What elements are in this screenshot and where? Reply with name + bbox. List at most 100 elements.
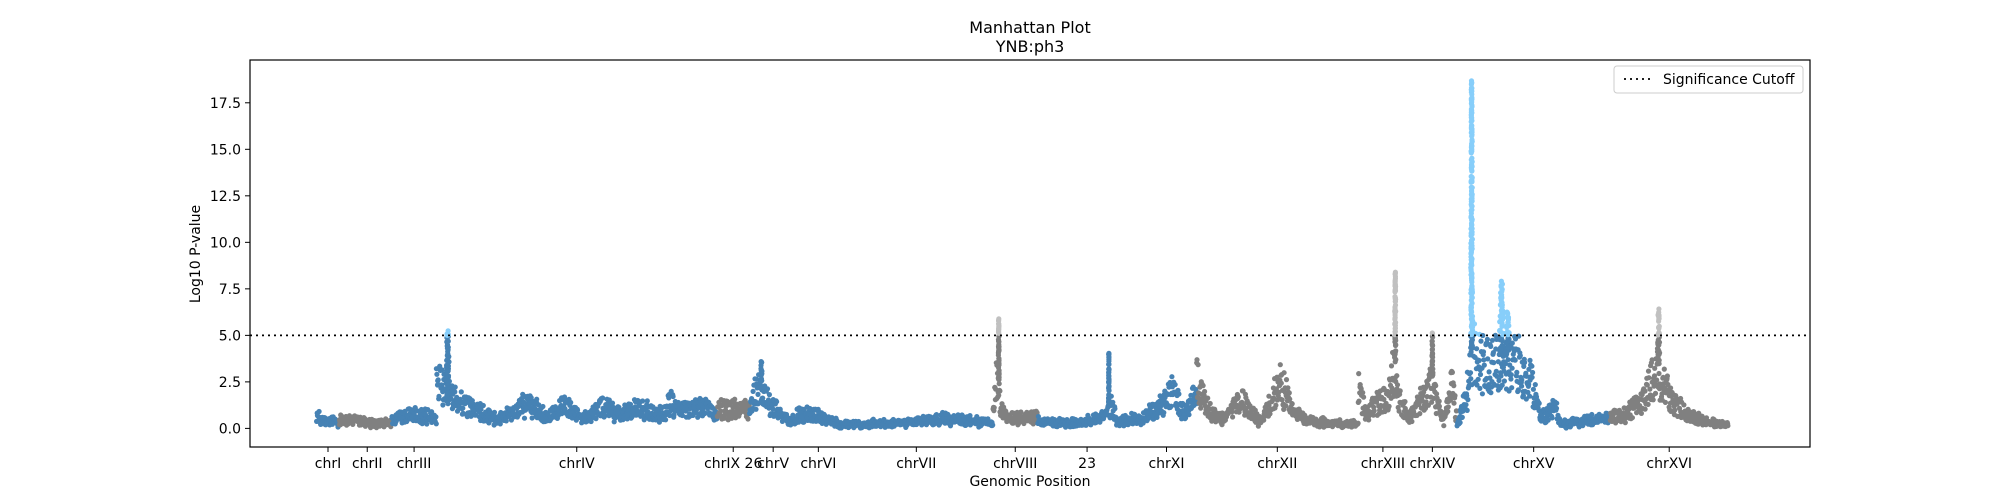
- data-point: [1409, 418, 1415, 425]
- legend-label: Significance Cutoff: [1663, 72, 1795, 88]
- data-point: [1453, 408, 1459, 414]
- x-tick-label: chrII: [352, 456, 383, 472]
- chromosome-points-7: [747, 359, 800, 428]
- data-point: [1489, 337, 1495, 343]
- data-point: [1402, 399, 1408, 405]
- data-point: [1488, 390, 1494, 396]
- data-point: [458, 389, 464, 395]
- data-point: [1266, 393, 1272, 399]
- data-point: [764, 386, 771, 392]
- data-point: [1725, 423, 1731, 429]
- data-point: [990, 422, 996, 428]
- data-point: [1355, 420, 1361, 426]
- data-point: [1589, 411, 1595, 418]
- data-point: [1499, 288, 1505, 294]
- x-tick-label: chrXV: [1513, 456, 1555, 472]
- chromosome-points-9: [837, 409, 996, 431]
- data-point: [460, 405, 466, 411]
- data-point: [996, 381, 1002, 387]
- data-point: [1654, 377, 1660, 383]
- data-point: [1468, 85, 1475, 91]
- data-point: [1485, 356, 1491, 362]
- data-point: [1644, 382, 1650, 388]
- y-tick-label: 5.0: [219, 328, 241, 344]
- data-point: [1515, 387, 1521, 393]
- data-point: [1386, 403, 1392, 409]
- chart-title: Manhattan Plot: [969, 18, 1090, 37]
- data-point: [1530, 386, 1536, 392]
- data-point: [1361, 394, 1367, 400]
- data-point: [1529, 374, 1535, 380]
- data-point: [1652, 390, 1659, 396]
- data-point: [750, 388, 756, 394]
- data-point: [1496, 377, 1502, 384]
- data-point: [1433, 383, 1439, 389]
- data-point: [1638, 410, 1644, 416]
- x-tick-label: chrVIII: [993, 456, 1037, 472]
- data-point: [644, 398, 650, 404]
- data-point: [424, 421, 430, 427]
- data-point: [433, 414, 439, 420]
- data-point: [445, 352, 451, 358]
- data-point: [437, 363, 443, 369]
- data-point: [759, 359, 765, 365]
- data-point: [745, 416, 751, 422]
- data-point: [1526, 381, 1532, 387]
- data-point: [1287, 396, 1293, 402]
- chart-subtitle: YNB:ph3: [995, 37, 1065, 56]
- data-point: [1430, 343, 1436, 349]
- data-point: [1622, 420, 1628, 426]
- data-point: [1018, 409, 1024, 415]
- data-point: [521, 415, 528, 421]
- data-point: [1205, 395, 1211, 401]
- data-point: [1532, 382, 1538, 388]
- data-point: [1186, 412, 1192, 418]
- chromosome-points-5: [433, 328, 720, 428]
- data-point: [702, 410, 708, 416]
- data-point: [1392, 304, 1398, 310]
- data-point: [1656, 329, 1662, 336]
- data-point: [1429, 330, 1435, 336]
- data-point: [753, 406, 759, 412]
- data-point: [593, 416, 599, 422]
- data-point: [1168, 403, 1174, 409]
- data-point: [1277, 362, 1283, 368]
- data-point: [1647, 386, 1653, 392]
- data-point: [1512, 357, 1518, 363]
- data-point: [1656, 370, 1662, 377]
- data-point: [1281, 370, 1287, 376]
- data-point: [996, 316, 1002, 322]
- data-point: [602, 413, 608, 419]
- data-point: [933, 412, 940, 418]
- data-point: [671, 412, 677, 418]
- x-tick-label: chrIII: [397, 456, 432, 472]
- x-tick-label: chrVII: [896, 456, 936, 472]
- data-point: [1392, 316, 1398, 322]
- y-tick-label: 10.0: [210, 235, 241, 251]
- x-tick-label: chrIV: [559, 456, 595, 472]
- data-point: [1545, 417, 1551, 423]
- data-point: [1536, 400, 1542, 406]
- data-point: [491, 409, 498, 415]
- data-point: [718, 408, 724, 414]
- data-point: [1501, 378, 1507, 384]
- data-point: [1499, 382, 1505, 388]
- data-point: [1474, 346, 1480, 352]
- data-point: [1195, 362, 1201, 368]
- data-point: [1279, 397, 1285, 403]
- data-point: [1498, 278, 1504, 284]
- data-point: [1494, 373, 1500, 379]
- data-point: [1645, 401, 1651, 407]
- data-point: [1661, 366, 1667, 372]
- chromosome-points-10: [990, 316, 1041, 428]
- data-point: [1664, 373, 1670, 379]
- data-point: [445, 373, 452, 379]
- data-point: [1451, 383, 1457, 389]
- y-tick-label: 12.5: [210, 189, 241, 205]
- data-point: [445, 338, 451, 344]
- chromosome-points-16: [1454, 78, 1613, 431]
- data-point: [1506, 330, 1512, 336]
- data-point: [1424, 394, 1430, 400]
- data-point: [1235, 394, 1241, 400]
- data-point: [436, 393, 442, 399]
